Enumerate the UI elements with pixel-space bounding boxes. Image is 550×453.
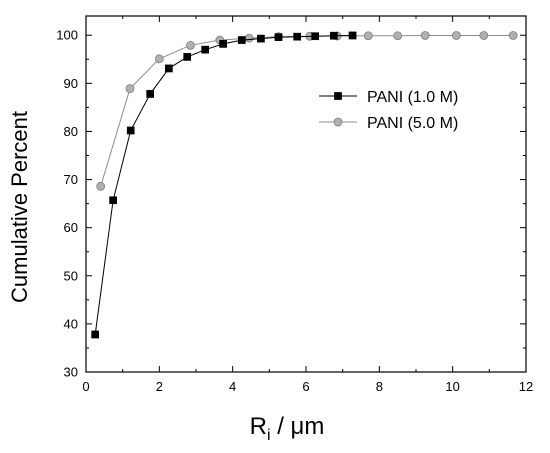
x-axis-label: Ri / μm [250,413,325,444]
data-point-pani-1m [257,34,265,43]
data-point-pani-1m [311,32,320,41]
x-tick-label: 12 [519,379,533,394]
y-tick-label: 60 [64,220,78,235]
x-tick-label: 8 [376,379,383,394]
data-point-pani-5m [508,31,518,40]
data-point-pani-1m [201,45,210,54]
y-tick-label: 100 [56,28,78,43]
data-point-pani-1m [126,126,135,135]
data-point-pani-5m [420,31,430,40]
legend-marker-pani-5m [333,117,343,127]
data-point-pani-1m [109,196,117,205]
data-point-pani-5m [244,33,254,43]
y-tick-label: 80 [64,124,78,139]
series-line-pani-1m [94,35,353,335]
x-axis-label-unit: / μm [271,413,325,440]
data-point-pani-1m [348,31,357,40]
data-point-pani-5m [125,84,135,94]
data-point-pani-1m [274,33,283,42]
axes: 0 2 4 6 8 10 12 30 40 50 60 70 80 90 100 [56,16,533,394]
x-tick-label: 4 [229,379,236,394]
y-axis-label: Cumulative Percent [7,111,32,303]
data-point-pani-1m [330,31,338,40]
x-axis-label-main: R [250,413,267,440]
x-tick-label: 6 [302,379,309,394]
data-point-pani-1m [219,40,227,48]
plot-area [85,15,527,373]
data-point-pani-5m [154,54,164,64]
data-point-pani-1m [237,36,246,44]
legend-label-pani-5m: PANI (5.0 M) [367,115,458,132]
data-point-pani-1m [146,90,155,98]
legend-marker-pani-1m [334,92,342,100]
data-point-pani-5m [451,31,461,40]
data-point-pani-5m [479,31,489,40]
data-point-pani-5m [186,40,195,50]
x-tick-label: 0 [82,379,89,394]
data-point-pani-5m [393,31,403,41]
data-point-pani-1m [91,330,100,339]
data-point-pani-5m [96,181,106,191]
x-tick-label: 10 [445,379,459,394]
y-tick-label: 90 [64,76,78,91]
legend: PANI (1.0 M) PANI (5.0 M) [319,89,458,132]
y-tick-label: 30 [64,365,78,380]
y-tick-label: 70 [64,172,78,187]
data-point-pani-1m [165,64,173,73]
data-point-pani-1m [183,53,192,61]
legend-label-pani-1m: PANI (1.0 M) [367,89,458,106]
plot-frame [85,15,527,373]
x-tick-label: 2 [156,379,163,394]
y-tick-label: 40 [64,316,78,331]
data-point-pani-1m [293,32,302,41]
series-pani-5m [96,31,518,191]
series-layer [91,31,518,339]
x-axis-label-subscript: i [267,427,271,444]
data-point-pani-5m [363,31,373,41]
series-pani-1m [91,31,357,339]
y-tick-label: 50 [64,268,78,283]
